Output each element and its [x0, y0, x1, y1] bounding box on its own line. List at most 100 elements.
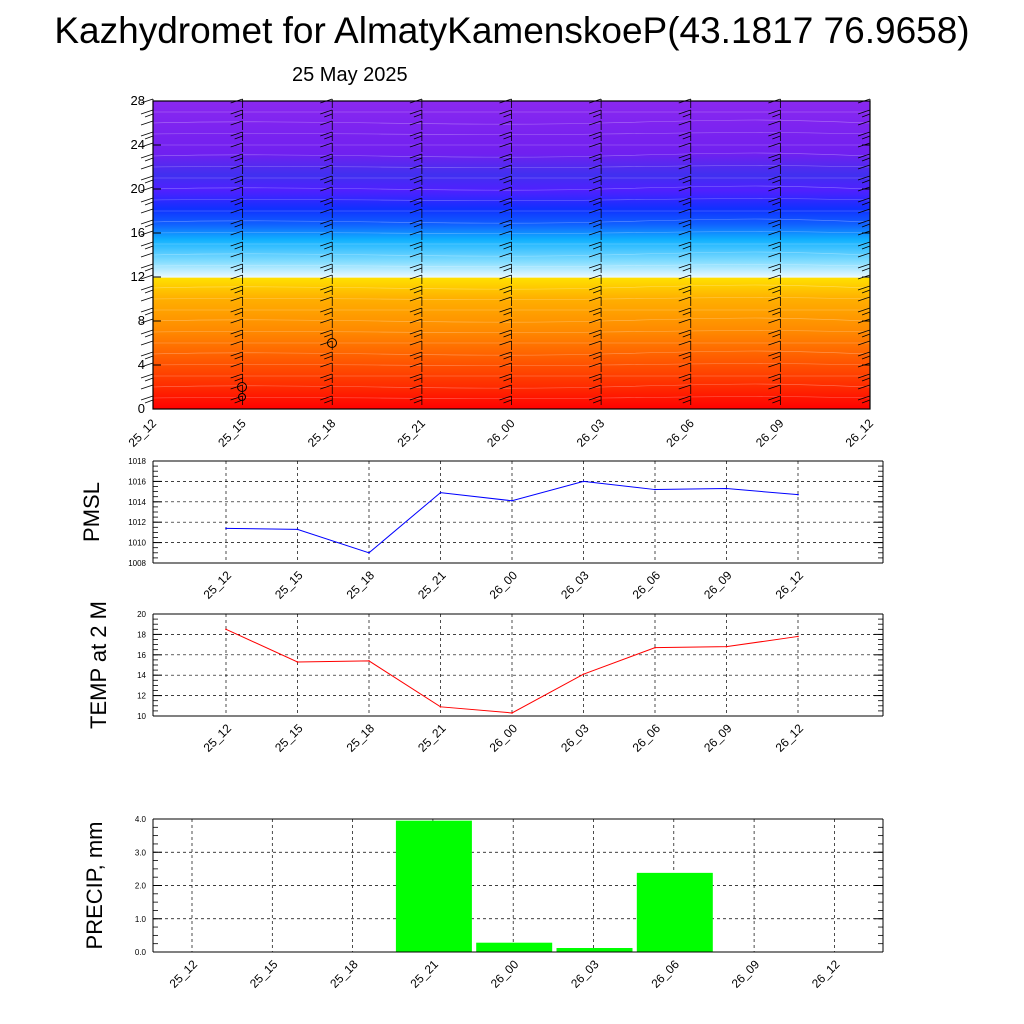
wind-barb-flag: [768, 296, 781, 302]
data-bar: [556, 948, 633, 952]
wind-barb-flag: [499, 142, 512, 148]
x-tick-label: 25_18: [305, 416, 339, 450]
data-bar: [636, 872, 713, 952]
x-tick-label: 26_03: [574, 416, 608, 450]
wind-barb-flag: [499, 109, 512, 115]
x-tick-label: 25_21: [415, 721, 449, 755]
wind-barb-flag: [588, 164, 602, 170]
wind-barb-flag: [678, 230, 691, 236]
wind-barb-flag: [588, 329, 602, 335]
wind-barb-flag: [499, 296, 512, 302]
y-tick-label: 0: [138, 401, 145, 416]
wind-barb-flag: [588, 131, 602, 137]
wind-barb-flag: [413, 113, 423, 118]
wind-barb-flag: [499, 197, 512, 203]
wind-barb-flag: [772, 377, 781, 382]
wind-barb-flag: [409, 175, 423, 181]
wind-barb-flag: [230, 329, 243, 335]
wind-barb-flag: [772, 267, 781, 272]
y-tick-label: 1018: [128, 457, 146, 466]
wind-barb-flag: [861, 157, 871, 162]
wind-barb-flag: [861, 333, 871, 338]
wind-barb-flag: [230, 351, 243, 357]
x-tick-label: 26_09: [753, 416, 787, 450]
heatmap-frame: [152, 100, 871, 410]
wind-barb-flag: [144, 113, 154, 118]
y-tick-label: 28: [131, 93, 145, 108]
wind-barb-flag: [768, 373, 781, 379]
data-point: [439, 491, 442, 494]
wind-barb-flag: [588, 351, 602, 357]
wind-barb-flag: [140, 384, 154, 390]
wind-barb-flag: [678, 373, 691, 379]
wind-barb-flag: [772, 399, 781, 404]
chart-date: 25 May 2025: [292, 64, 408, 86]
wind-barb-flag: [768, 329, 781, 335]
wind-barb-flag: [772, 201, 781, 206]
wind-barb-flag: [857, 395, 871, 401]
wind-barb-flag: [682, 135, 691, 140]
y-axis-title: TEMP at 2 M: [86, 601, 111, 729]
chart-title: Kazhydromet for AlmatyKamenskoeP(43.1817…: [54, 10, 970, 51]
wind-barb-flag: [144, 333, 154, 338]
wind-barb-flag: [409, 120, 423, 126]
wind-barb-flag: [861, 179, 871, 184]
x-tick-label: 25_12: [126, 416, 160, 450]
wind-barb-flag: [409, 329, 423, 335]
wind-barb-flag: [140, 164, 154, 170]
wind-barb-flag: [499, 384, 512, 390]
wind-barb-flag: [140, 153, 154, 159]
x-tick-label: 26_12: [809, 957, 843, 991]
wind-barb-flag: [409, 186, 423, 192]
wind-barb-flag: [140, 307, 154, 313]
wind-barb-flag: [499, 274, 512, 280]
wind-barb-flag: [682, 201, 691, 206]
data-point: [225, 527, 227, 530]
wind-barb-flag: [592, 179, 602, 184]
wind-barb-flag: [503, 333, 512, 338]
wind-barb-flag: [857, 373, 871, 379]
wind-barb-flag: [324, 157, 333, 162]
wind-barb-flag: [588, 252, 602, 258]
wind-barb-flag: [230, 186, 243, 192]
contour-line: [152, 132, 871, 135]
y-tick-label: 12: [131, 269, 145, 284]
wind-barb-flag: [140, 142, 154, 148]
wind-barb-flag: [772, 311, 781, 316]
contour-line: [152, 264, 871, 267]
wind-barb-flag: [499, 373, 512, 379]
wind-barb-flag: [409, 197, 423, 203]
wind-barb-flag: [320, 142, 333, 148]
wind-barb-flag: [861, 113, 871, 118]
wind-barb-flag: [768, 263, 781, 269]
y-tick-label: 1014: [128, 498, 146, 507]
wind-barb-flag: [768, 131, 781, 137]
wind-barb-flag: [678, 208, 691, 214]
wind-barb-flag: [140, 230, 154, 236]
wind-barb-flag: [234, 113, 243, 118]
wind-barb-flag: [230, 230, 243, 236]
x-tick-label: 26_06: [630, 568, 664, 602]
y-tick-label: 2.0: [135, 882, 147, 891]
wind-barb-flag: [592, 311, 602, 316]
wind-barb-flag: [320, 307, 333, 313]
y-tick-label: 1012: [128, 518, 146, 527]
wind-barb-flag: [592, 135, 602, 140]
wind-barb-flag: [678, 384, 691, 390]
y-tick-label: 1008: [128, 559, 146, 568]
wind-barb-flag: [409, 274, 423, 280]
wind-barb-flag: [772, 289, 781, 294]
data-point: [797, 635, 799, 638]
wind-barb-flag: [857, 197, 871, 203]
wind-barb-flag: [324, 399, 333, 404]
wind-barb-flag: [234, 311, 243, 316]
y-tick-label: 1010: [128, 539, 146, 548]
wind-barb-flag: [324, 267, 333, 272]
x-tick-label: 26_12: [773, 721, 807, 755]
wind-barb-flag: [678, 164, 691, 170]
wind-barb-flag: [682, 399, 691, 404]
wind-barb-flag: [234, 377, 243, 382]
wind-barb-flag: [768, 252, 781, 258]
data-point: [654, 488, 656, 491]
wind-barb-flag: [857, 208, 871, 214]
